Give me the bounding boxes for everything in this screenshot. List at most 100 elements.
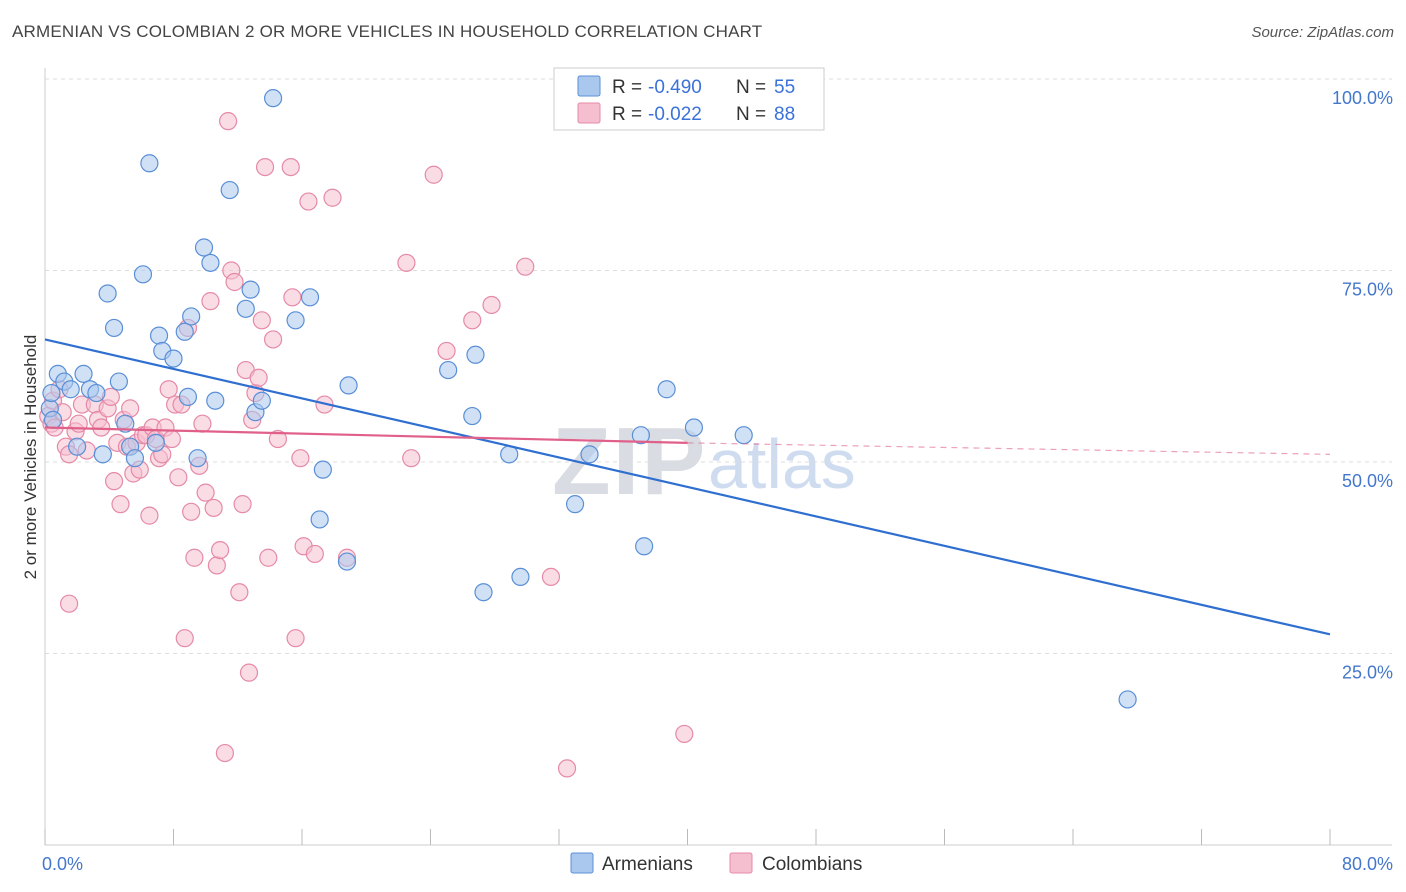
armenians-point bbox=[263, 89, 283, 108]
y-tick-label: 75.0% bbox=[1342, 280, 1393, 300]
colombians-point bbox=[162, 429, 181, 449]
trend-lines bbox=[44, 338, 1331, 636]
armenians-point bbox=[252, 391, 271, 410]
legend-swatch-armenians bbox=[570, 852, 594, 874]
armenians-point bbox=[313, 460, 332, 479]
colombians-point bbox=[92, 418, 111, 437]
legend-swatch-armenians bbox=[577, 75, 601, 97]
armenians-point bbox=[194, 238, 214, 257]
armenians-point bbox=[684, 418, 704, 437]
armenians-point bbox=[149, 326, 169, 345]
colombians-point bbox=[305, 544, 324, 564]
armenians-point bbox=[339, 376, 358, 395]
colombians-point bbox=[182, 502, 201, 521]
armenians-point bbox=[565, 495, 585, 514]
legend-armenians-n: 55 bbox=[774, 77, 795, 98]
armenians-point bbox=[182, 307, 201, 326]
colombians-point bbox=[397, 253, 416, 272]
colombians-point bbox=[249, 368, 268, 387]
colombians-point bbox=[207, 556, 226, 575]
armenians-point bbox=[146, 433, 165, 452]
colombians-point bbox=[437, 341, 456, 361]
armenians-point bbox=[109, 372, 128, 391]
armenians-point bbox=[164, 349, 183, 368]
armenians-point bbox=[337, 552, 357, 571]
colombians-point bbox=[111, 495, 130, 514]
legend-n-label: N = bbox=[736, 104, 766, 125]
colombians-point bbox=[169, 468, 188, 487]
armenians-point bbox=[631, 426, 651, 445]
armenians-point bbox=[104, 318, 124, 338]
colombians-point bbox=[263, 330, 283, 349]
armenians-point bbox=[511, 567, 530, 587]
colombians-point bbox=[424, 165, 443, 184]
colombians-point bbox=[201, 292, 220, 311]
armenians-point bbox=[236, 299, 255, 318]
colombians-trend-line bbox=[44, 426, 688, 444]
legend-swatch-colombians bbox=[577, 102, 601, 124]
armenians-point bbox=[93, 445, 112, 464]
armenians-point bbox=[74, 364, 93, 384]
colombians-point bbox=[193, 414, 212, 433]
colombians-point bbox=[255, 157, 275, 177]
colombians-point bbox=[175, 629, 194, 648]
chart-source: Source: ZipAtlas.com bbox=[1251, 24, 1394, 41]
colombians-point bbox=[233, 495, 252, 514]
series-legend: Armenians Colombians bbox=[570, 852, 862, 875]
colombians-point bbox=[299, 192, 318, 211]
chart-title: ARMENIAN VS COLOMBIAN 2 OR MORE VEHICLES… bbox=[12, 22, 763, 41]
armenians-point bbox=[466, 345, 485, 364]
colombians-point bbox=[159, 380, 178, 399]
colombians-point bbox=[541, 567, 561, 587]
legend-armenians-r: -0.490 bbox=[648, 77, 702, 98]
colombians-point bbox=[323, 188, 342, 207]
colombians-point bbox=[196, 483, 215, 502]
colombians-point bbox=[121, 399, 140, 418]
armenians-point bbox=[241, 280, 260, 299]
y-tick-label: 50.0% bbox=[1342, 471, 1393, 491]
armenians-trend-line bbox=[44, 338, 1331, 636]
armenians-point bbox=[43, 410, 63, 429]
legend-colombians-n: 88 bbox=[774, 104, 795, 125]
colombians-point bbox=[59, 594, 79, 613]
armenians-point bbox=[125, 449, 145, 468]
colombians-point bbox=[215, 743, 234, 763]
colombians-point bbox=[239, 663, 259, 682]
colombians-point bbox=[283, 288, 302, 307]
colombians-point bbox=[230, 583, 249, 602]
colombians-point bbox=[286, 629, 305, 648]
x-tick-label: 80.0% bbox=[1342, 854, 1393, 874]
colombians-point bbox=[140, 506, 159, 525]
armenians-point bbox=[286, 311, 305, 330]
colombians-point bbox=[259, 548, 278, 567]
legend-n-label: N = bbox=[736, 77, 766, 98]
armenians-point bbox=[734, 426, 753, 445]
colombians-point bbox=[252, 311, 271, 330]
x-tick-label: 0.0% bbox=[42, 854, 83, 874]
y-axis-label: 2 or more Vehicles in Household bbox=[21, 335, 40, 580]
armenians-point bbox=[98, 284, 117, 303]
colombians-point bbox=[675, 724, 694, 744]
axes bbox=[44, 68, 1392, 846]
armenians-points bbox=[40, 89, 1137, 709]
tick-labels: 25.0% 50.0% 75.0% 100.0% 0.0% 80.0% bbox=[42, 88, 1393, 874]
armenians-point bbox=[175, 322, 194, 341]
colombians-point bbox=[402, 449, 421, 468]
armenians-point bbox=[580, 445, 599, 464]
colombians-trend-extension bbox=[687, 442, 1331, 455]
armenians-point bbox=[133, 265, 153, 284]
armenians-point bbox=[68, 437, 87, 456]
colombians-point bbox=[268, 429, 288, 449]
armenians-point bbox=[116, 414, 135, 433]
colombians-point bbox=[185, 548, 204, 567]
armenians-point bbox=[635, 537, 654, 556]
watermark-atlas-text: atlas bbox=[708, 425, 856, 503]
colombians-point bbox=[210, 540, 230, 560]
legend-label-colombians: Colombians bbox=[762, 854, 862, 875]
colombians-point bbox=[482, 295, 501, 315]
colombians-point bbox=[219, 112, 238, 131]
colombians-point bbox=[204, 498, 223, 518]
armenians-point bbox=[657, 380, 676, 399]
y-tick-label: 25.0% bbox=[1342, 663, 1393, 683]
